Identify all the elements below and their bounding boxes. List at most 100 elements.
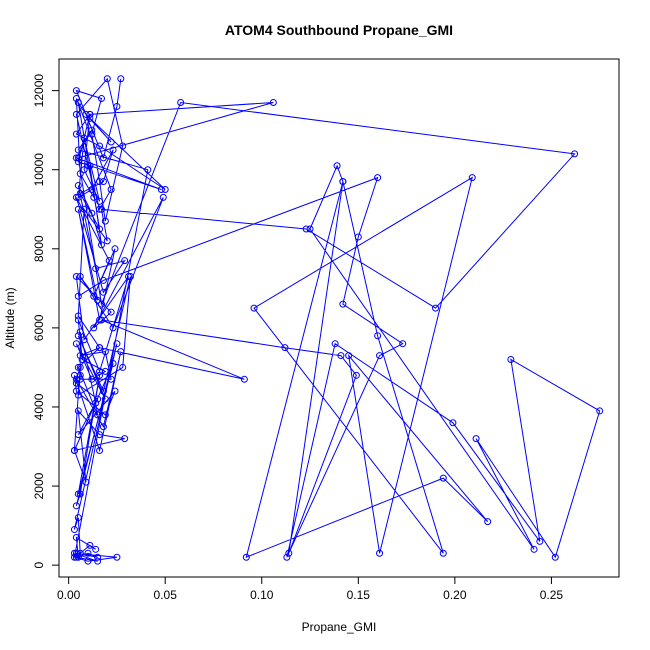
- chart-title: ATOM4 Southbound Propane_GMI: [225, 22, 453, 38]
- data-point: [72, 553, 80, 561]
- data-point: [96, 142, 104, 150]
- data-point: [72, 193, 80, 201]
- data-point: [96, 316, 104, 324]
- data-point: [88, 375, 96, 383]
- data-point: [107, 185, 115, 193]
- data-point: [76, 272, 84, 280]
- data-point: [86, 114, 94, 122]
- data-point: [109, 146, 117, 154]
- data-point: [72, 87, 80, 95]
- data-point: [269, 98, 277, 106]
- data-point: [76, 352, 84, 360]
- data-point: [80, 336, 88, 344]
- data-point: [96, 371, 104, 379]
- data-point: [119, 363, 127, 371]
- data-point: [281, 344, 289, 352]
- data-point: [72, 272, 80, 280]
- data-points: [70, 75, 604, 565]
- data-point: [76, 375, 84, 383]
- data-point: [74, 431, 82, 439]
- data-point: [74, 312, 82, 320]
- data-point: [103, 237, 111, 245]
- data-point: [126, 272, 134, 280]
- data-point: [96, 344, 104, 352]
- data-point: [92, 545, 100, 553]
- data-point: [507, 356, 515, 364]
- data-point: [337, 352, 345, 360]
- data-point: [157, 185, 165, 193]
- data-point: [94, 557, 102, 565]
- data-point: [72, 130, 80, 138]
- data-point: [72, 154, 80, 162]
- data-point: [90, 292, 98, 300]
- data-point: [177, 98, 185, 106]
- data-point: [76, 490, 84, 498]
- data-point: [113, 102, 121, 110]
- data-point: [99, 178, 107, 186]
- data-point: [72, 549, 80, 557]
- data-point: [439, 474, 447, 482]
- data-point: [101, 411, 109, 419]
- data-point: [111, 387, 119, 395]
- data-point: [101, 367, 109, 375]
- data-point: [74, 490, 82, 498]
- y-axis: 0 2000 4000 6000 8000 10000 12000: [32, 74, 60, 568]
- data-point: [97, 241, 105, 249]
- data-point: [113, 553, 121, 561]
- data-point: [76, 363, 84, 371]
- data-point: [331, 340, 339, 348]
- data-point: [88, 126, 96, 134]
- data-point: [119, 142, 127, 150]
- y-tick-label: 4000: [32, 393, 46, 420]
- data-point: [376, 352, 384, 360]
- data-point: [74, 182, 82, 190]
- data-point: [101, 348, 109, 356]
- data-point: [121, 435, 129, 443]
- data-point: [376, 549, 384, 557]
- data-point: [70, 549, 78, 557]
- data-point: [352, 371, 360, 379]
- data-point: [117, 75, 125, 83]
- x-tick-label: 0.00: [57, 588, 81, 602]
- x-tick-label: 0.20: [443, 588, 467, 602]
- data-point: [72, 110, 80, 118]
- data-point: [74, 146, 82, 154]
- data-point: [70, 553, 78, 561]
- data-point: [74, 332, 82, 340]
- x-axis: 0.00 0.05 0.10 0.15 0.20 0.25: [57, 576, 563, 602]
- data-point: [86, 110, 94, 118]
- data-point: [82, 478, 90, 486]
- data-point: [109, 359, 117, 367]
- data-point: [484, 518, 492, 526]
- data-point: [439, 549, 447, 557]
- data-point: [88, 209, 96, 217]
- data-point: [97, 205, 105, 213]
- data-point: [99, 288, 107, 296]
- data-point: [596, 407, 604, 415]
- x-axis-label: Propane_GMI: [302, 620, 377, 634]
- data-point: [74, 98, 82, 106]
- y-tick-label: 2000: [32, 472, 46, 499]
- data-point: [96, 178, 104, 186]
- data-point: [97, 95, 105, 103]
- y-tick-label: 6000: [32, 314, 46, 341]
- data-point: [88, 130, 96, 138]
- data-point: [161, 185, 169, 193]
- data-point: [99, 387, 107, 395]
- data-point: [468, 174, 476, 182]
- y-tick-label: 0: [32, 561, 46, 568]
- data-point: [374, 332, 382, 340]
- data-point: [117, 348, 125, 356]
- data-point: [92, 399, 100, 407]
- y-tick-label: 10000: [32, 153, 46, 187]
- data-point: [101, 217, 109, 225]
- data-point: [109, 324, 117, 332]
- data-point: [72, 379, 80, 387]
- data-point: [105, 257, 113, 265]
- data-point: [333, 162, 341, 170]
- data-point: [90, 193, 98, 201]
- data-point: [302, 225, 310, 233]
- data-point: [76, 170, 84, 178]
- data-point: [94, 296, 102, 304]
- data-point: [92, 265, 100, 273]
